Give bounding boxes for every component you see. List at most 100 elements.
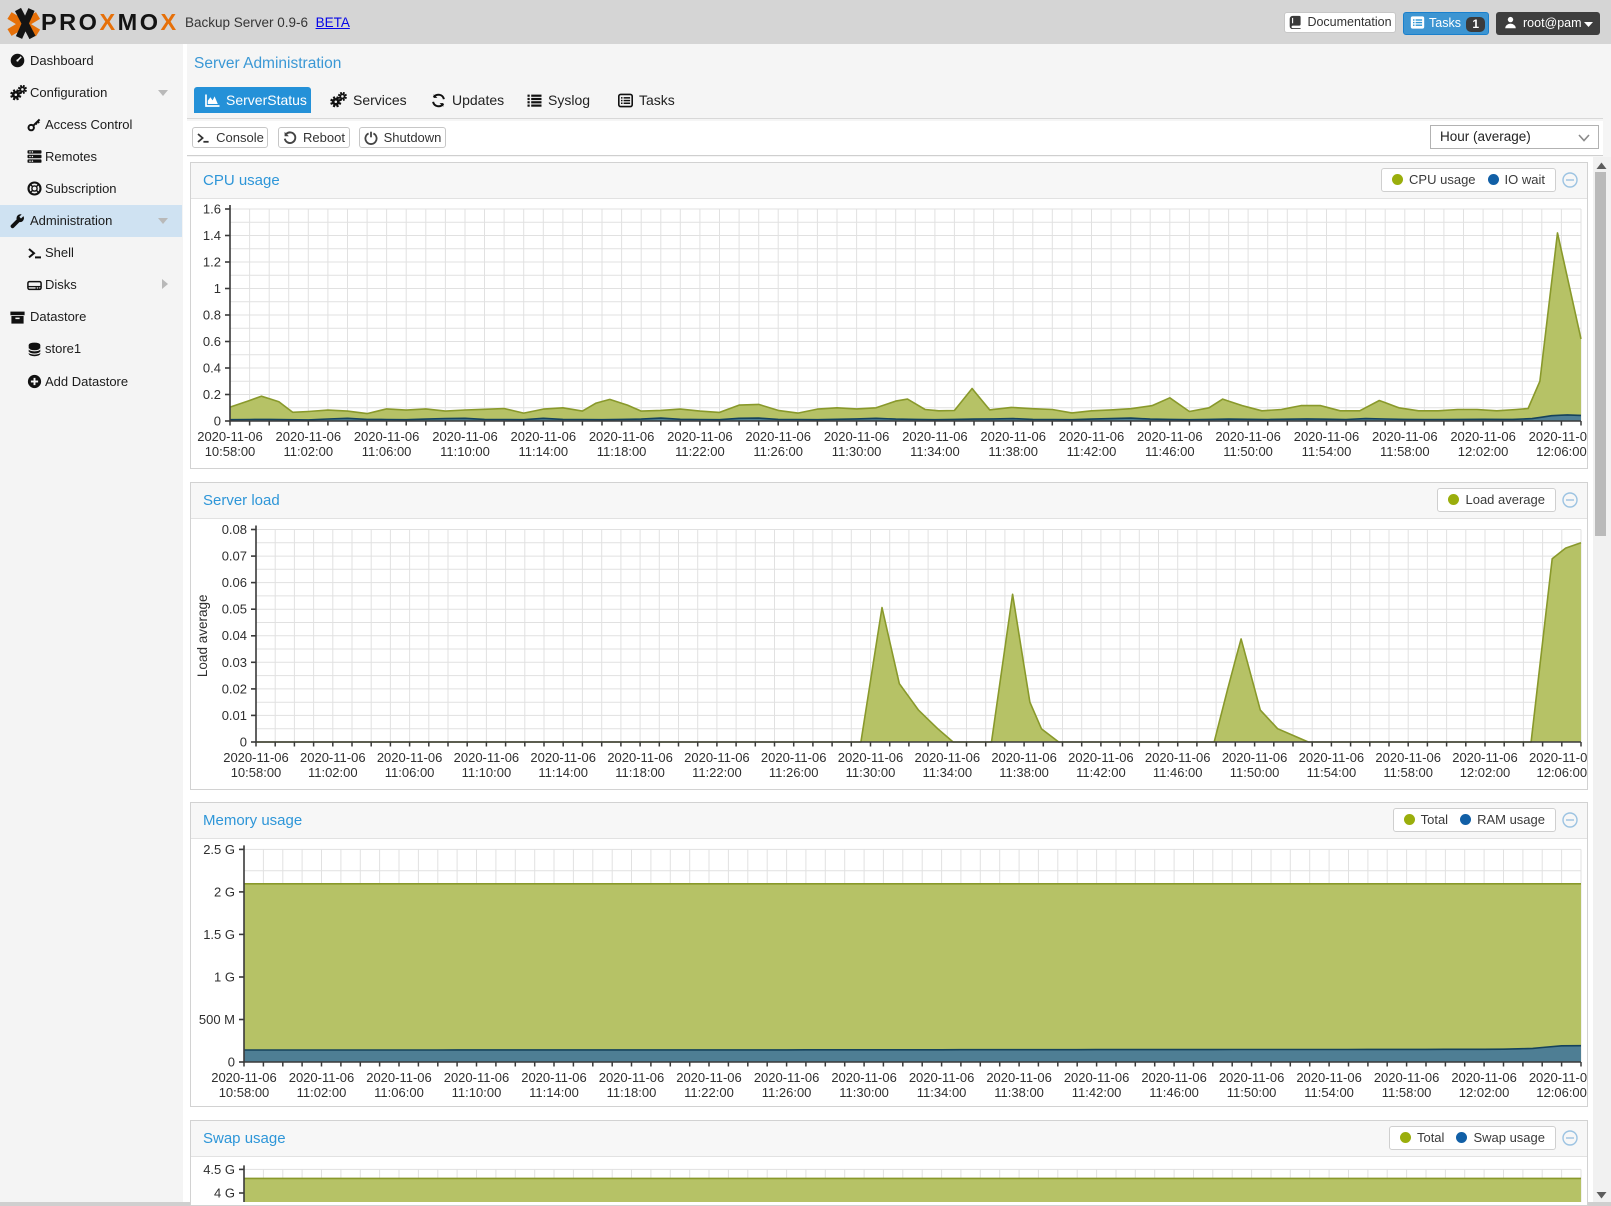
svg-text:2020-11-06: 2020-11-06 <box>1529 1070 1587 1085</box>
svg-text:11:30:00: 11:30:00 <box>846 765 896 780</box>
svg-text:0.07: 0.07 <box>222 549 247 564</box>
svg-text:12:02:00: 12:02:00 <box>1459 1085 1510 1100</box>
svg-text:11:34:00: 11:34:00 <box>922 765 972 780</box>
svg-text:2020-11-06: 2020-11-06 <box>1141 1070 1207 1085</box>
svg-text:11:38:00: 11:38:00 <box>999 765 1049 780</box>
svg-text:11:38:00: 11:38:00 <box>994 1085 1044 1100</box>
svg-text:2020-11-06: 2020-11-06 <box>377 750 443 765</box>
svg-text:12:06:00: 12:06:00 <box>1536 765 1587 780</box>
svg-text:11:46:00: 11:46:00 <box>1153 765 1203 780</box>
svg-text:500 M: 500 M <box>199 1012 235 1027</box>
svg-text:2020-11-06: 2020-11-06 <box>432 429 498 444</box>
svg-text:2020-11-06: 2020-11-06 <box>607 750 673 765</box>
svg-text:2020-11-06: 2020-11-06 <box>980 429 1046 444</box>
svg-text:11:26:00: 11:26:00 <box>769 765 819 780</box>
svg-text:2020-11-06: 2020-11-06 <box>1375 750 1441 765</box>
svg-text:11:06:00: 11:06:00 <box>385 765 435 780</box>
svg-text:2020-11-06: 2020-11-06 <box>354 429 420 444</box>
svg-text:0: 0 <box>228 1055 235 1070</box>
svg-text:0.05: 0.05 <box>222 602 247 617</box>
svg-text:0.06: 0.06 <box>222 575 247 590</box>
svg-text:11:14:00: 11:14:00 <box>518 444 568 459</box>
svg-text:0.03: 0.03 <box>222 655 247 670</box>
svg-text:2020-11-06: 2020-11-06 <box>1068 750 1134 765</box>
svg-text:11:10:00: 11:10:00 <box>452 1085 502 1100</box>
svg-text:11:30:00: 11:30:00 <box>832 444 882 459</box>
svg-text:2020-11-06: 2020-11-06 <box>530 750 596 765</box>
svg-text:11:02:00: 11:02:00 <box>283 444 333 459</box>
svg-text:2020-11-06: 2020-11-06 <box>276 429 342 444</box>
svg-text:11:42:00: 11:42:00 <box>1067 444 1117 459</box>
svg-text:2020-11-06: 2020-11-06 <box>745 429 811 444</box>
svg-text:1.6: 1.6 <box>203 202 221 217</box>
svg-text:11:58:00: 11:58:00 <box>1382 1085 1432 1100</box>
svg-text:2020-11-06: 2020-11-06 <box>1222 750 1288 765</box>
svg-text:11:18:00: 11:18:00 <box>607 1085 657 1100</box>
svg-text:11:22:00: 11:22:00 <box>692 765 742 780</box>
svg-text:10:58:00: 10:58:00 <box>219 1085 270 1100</box>
svg-text:2020-11-06: 2020-11-06 <box>1064 1070 1130 1085</box>
svg-text:2020-11-06: 2020-11-06 <box>1137 429 1203 444</box>
svg-text:2020-11-06: 2020-11-06 <box>1529 750 1587 765</box>
svg-text:2020-11-06: 2020-11-06 <box>761 750 827 765</box>
svg-text:11:50:00: 11:50:00 <box>1230 765 1280 780</box>
svg-text:2020-11-06: 2020-11-06 <box>1374 1070 1440 1085</box>
svg-text:2020-11-06: 2020-11-06 <box>366 1070 432 1085</box>
svg-text:2020-11-06: 2020-11-06 <box>511 429 577 444</box>
svg-text:0.6: 0.6 <box>203 334 221 349</box>
svg-text:11:34:00: 11:34:00 <box>917 1085 967 1100</box>
svg-text:2020-11-06: 2020-11-06 <box>902 429 968 444</box>
svg-text:11:14:00: 11:14:00 <box>538 765 588 780</box>
svg-text:2 G: 2 G <box>214 884 235 899</box>
svg-text:4.5 G: 4.5 G <box>203 1162 235 1177</box>
svg-text:0: 0 <box>214 414 221 429</box>
svg-text:11:14:00: 11:14:00 <box>529 1085 579 1100</box>
svg-text:11:06:00: 11:06:00 <box>374 1085 424 1100</box>
svg-text:2020-11-06: 2020-11-06 <box>676 1070 742 1085</box>
svg-text:11:58:00: 11:58:00 <box>1383 765 1433 780</box>
svg-text:2020-11-06: 2020-11-06 <box>1451 1070 1517 1085</box>
svg-text:11:54:00: 11:54:00 <box>1307 765 1357 780</box>
svg-text:12:06:00: 12:06:00 <box>1536 1085 1587 1100</box>
svg-text:11:50:00: 11:50:00 <box>1223 444 1273 459</box>
svg-text:2020-11-06: 2020-11-06 <box>1145 750 1211 765</box>
svg-text:1.5 G: 1.5 G <box>203 927 235 942</box>
svg-text:11:26:00: 11:26:00 <box>762 1085 812 1100</box>
svg-text:2020-11-06: 2020-11-06 <box>223 750 289 765</box>
svg-text:11:50:00: 11:50:00 <box>1227 1085 1277 1100</box>
svg-text:4 G: 4 G <box>214 1186 235 1201</box>
svg-text:1.2: 1.2 <box>203 255 221 270</box>
svg-text:11:02:00: 11:02:00 <box>297 1085 347 1100</box>
svg-text:0: 0 <box>240 735 247 750</box>
svg-text:10:58:00: 10:58:00 <box>205 444 256 459</box>
svg-text:0.2: 0.2 <box>203 387 221 402</box>
svg-text:2020-11-06: 2020-11-06 <box>197 429 263 444</box>
svg-text:2020-11-06: 2020-11-06 <box>754 1070 820 1085</box>
svg-text:11:42:00: 11:42:00 <box>1072 1085 1122 1100</box>
svg-text:2020-11-06: 2020-11-06 <box>684 750 750 765</box>
svg-text:2020-11-06: 2020-11-06 <box>1294 429 1360 444</box>
svg-text:2020-11-06: 2020-11-06 <box>1452 750 1518 765</box>
svg-text:11:54:00: 11:54:00 <box>1304 1085 1354 1100</box>
svg-text:11:54:00: 11:54:00 <box>1302 444 1352 459</box>
svg-text:0.08: 0.08 <box>222 522 247 537</box>
svg-text:2020-11-06: 2020-11-06 <box>300 750 366 765</box>
svg-text:12:06:00: 12:06:00 <box>1536 444 1587 459</box>
svg-text:11:42:00: 11:42:00 <box>1076 765 1126 780</box>
svg-text:10:58:00: 10:58:00 <box>231 765 282 780</box>
svg-text:2020-11-06: 2020-11-06 <box>986 1070 1052 1085</box>
svg-text:11:02:00: 11:02:00 <box>308 765 358 780</box>
svg-text:11:30:00: 11:30:00 <box>839 1085 889 1100</box>
svg-text:2020-11-06: 2020-11-06 <box>521 1070 587 1085</box>
svg-text:2020-11-06: 2020-11-06 <box>1296 1070 1362 1085</box>
svg-text:2020-11-06: 2020-11-06 <box>1059 429 1125 444</box>
svg-text:0.01: 0.01 <box>222 708 247 723</box>
svg-text:2020-11-06: 2020-11-06 <box>1372 429 1438 444</box>
svg-text:11:06:00: 11:06:00 <box>362 444 412 459</box>
svg-text:1.4: 1.4 <box>203 228 221 243</box>
svg-text:11:18:00: 11:18:00 <box>615 765 665 780</box>
svg-text:11:10:00: 11:10:00 <box>462 765 512 780</box>
svg-text:11:22:00: 11:22:00 <box>675 444 725 459</box>
svg-text:0.02: 0.02 <box>222 681 247 696</box>
svg-text:2020-11-06: 2020-11-06 <box>831 1070 897 1085</box>
